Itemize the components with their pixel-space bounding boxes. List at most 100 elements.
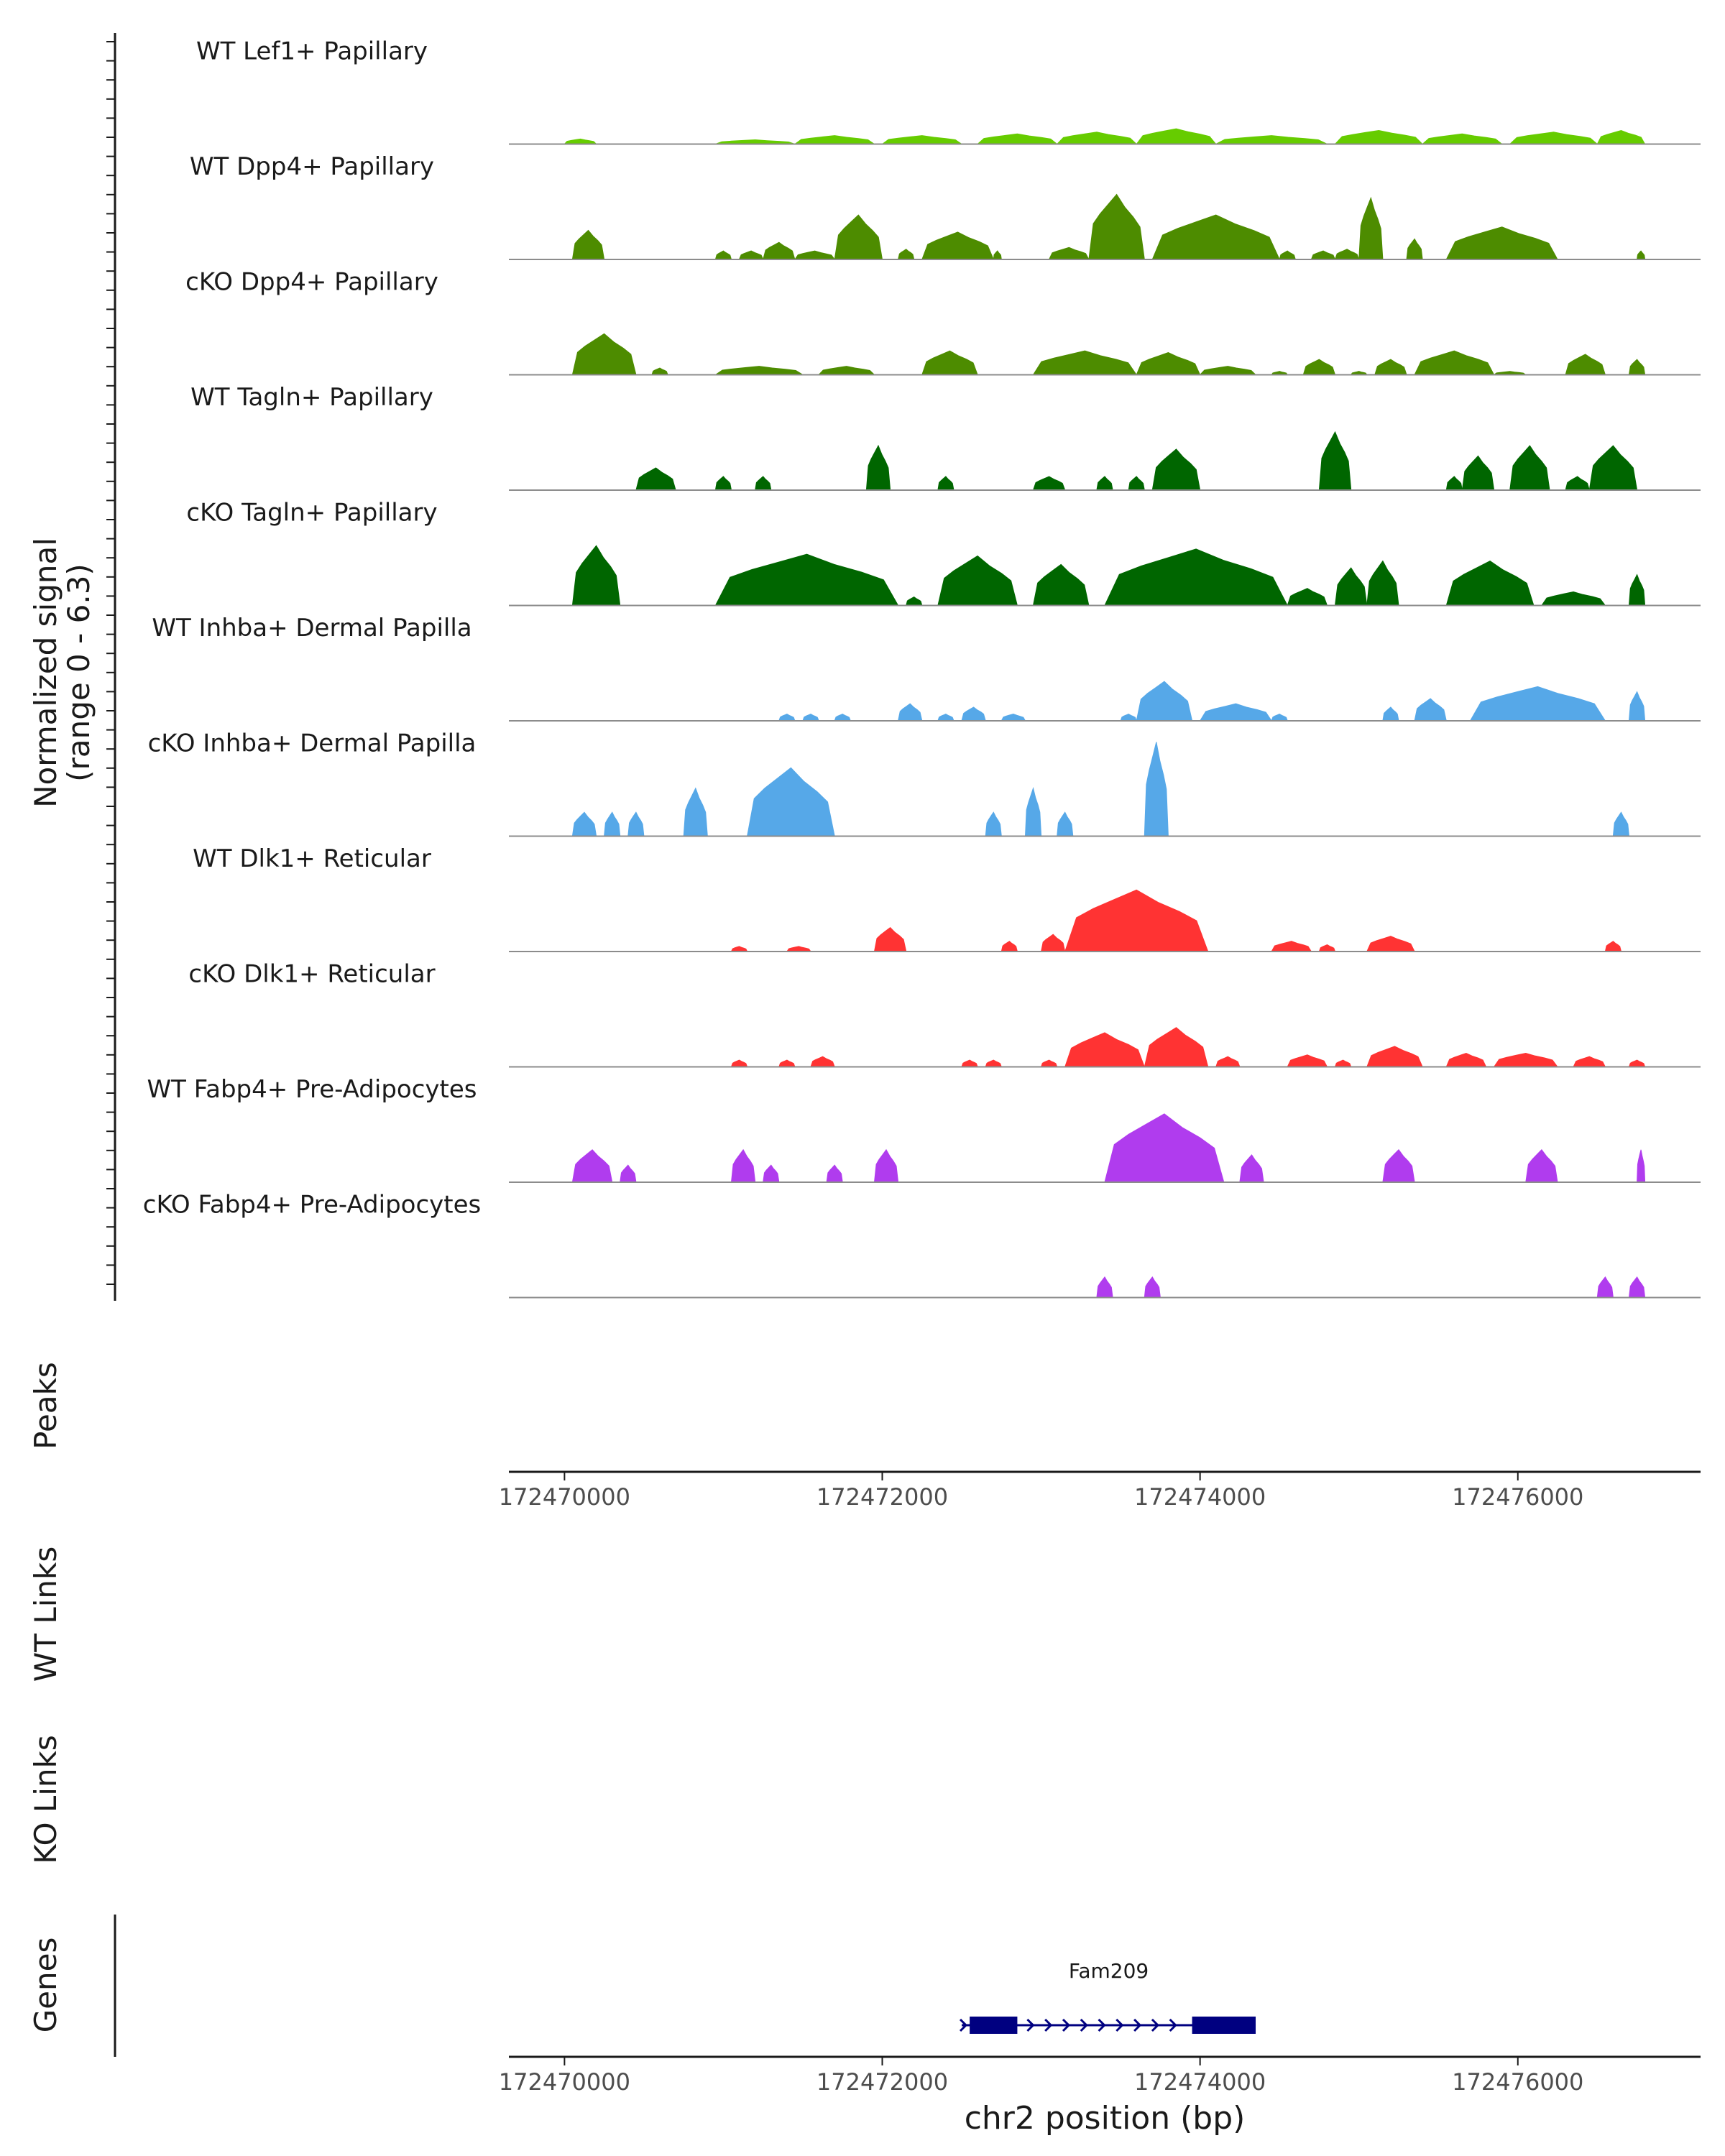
coverage-peak <box>1628 359 1646 375</box>
coverage-peak <box>1128 476 1145 491</box>
coverage-peak <box>1612 811 1630 837</box>
coverage-peak <box>834 713 852 722</box>
coverage-peak <box>715 139 796 144</box>
coverage-peak <box>794 250 836 260</box>
coverage-peak <box>1628 1059 1646 1067</box>
coverage-peak <box>1445 476 1463 491</box>
track-label: cKO Inhba+ Dermal Papilla <box>148 729 477 758</box>
strand-arrow <box>1133 2018 1142 2032</box>
coverage-peak <box>1271 713 1288 722</box>
coverage-peak <box>1032 563 1090 606</box>
x-tick-label: 172474000 <box>1134 1483 1266 1511</box>
coverage-peak <box>794 135 876 144</box>
coverage-peak <box>1000 713 1026 722</box>
strand-arrow <box>1044 2018 1053 2032</box>
coverage-peak <box>1414 698 1447 722</box>
coverage-peak <box>746 767 835 837</box>
coverage-peak <box>1445 226 1558 260</box>
peaks-x-axis: 172470000 172472000 172474000 172476000 <box>499 1472 1583 1511</box>
coverage-peak <box>1287 588 1328 606</box>
track-5: WT Inhba+ Dermal Papilla <box>152 614 1701 722</box>
track-label: cKO Dlk1+ Reticular <box>188 960 435 989</box>
coverage-peak <box>571 811 597 837</box>
coverage-peak <box>1445 1052 1487 1067</box>
coverage-peak <box>937 555 1018 606</box>
strand-arrow <box>959 2018 968 2032</box>
coverage-peak <box>1120 713 1137 722</box>
coverage-peak <box>1064 889 1209 952</box>
coverage-peak <box>1271 371 1289 375</box>
coverage-peak <box>1040 934 1066 952</box>
coverage-peak <box>1628 691 1646 722</box>
coverage-peak <box>714 553 899 606</box>
coverage-peak <box>1302 359 1336 375</box>
coverage-peak <box>985 1059 1003 1067</box>
coverage-peak <box>1540 591 1606 606</box>
coverage-peak <box>985 811 1002 837</box>
coverage-peak <box>1136 351 1201 375</box>
genes-x-axis: 172470000 172472000 172474000 172476000 <box>499 2057 1583 2096</box>
coverage-peak <box>1493 371 1527 375</box>
coverage-peak <box>1136 681 1193 722</box>
coverage-peak <box>1414 350 1495 375</box>
track-label: cKO Dpp4+ Papillary <box>185 268 438 297</box>
coverage-peak <box>1573 1056 1606 1067</box>
coverage-peak <box>1358 196 1384 260</box>
coverage-peak <box>834 214 883 260</box>
coverage-peak <box>620 1164 637 1183</box>
coverage-peak <box>1421 133 1504 144</box>
coverage-peak <box>1588 445 1638 491</box>
coverage-peak <box>714 250 732 260</box>
track-label: WT Dlk1+ Reticular <box>193 844 431 873</box>
coverage-peak <box>571 229 605 260</box>
coverage-peak <box>571 1149 613 1183</box>
x-tick-label: 172474000 <box>1134 2068 1266 2096</box>
coverage-peak <box>1239 1154 1264 1183</box>
coverage-peak <box>755 476 772 491</box>
coverage-peak <box>1096 1276 1113 1298</box>
coverage-peak <box>1048 247 1090 260</box>
coverage-peak <box>1151 214 1280 260</box>
ko-links-section-label: KO Links <box>28 1735 63 1864</box>
coverage-peak <box>1199 703 1273 722</box>
coverage-peak <box>651 367 668 375</box>
coverage-peak <box>993 250 1002 260</box>
strand-arrow <box>1169 2018 1177 2032</box>
coverage-peak <box>1096 476 1113 491</box>
peaks-section-label: Peaks <box>28 1362 63 1450</box>
signal-y-axis <box>106 33 116 1301</box>
coverage-peak <box>1334 567 1368 606</box>
coverage-peak <box>1637 1149 1646 1183</box>
coverage-peak <box>1057 811 1074 837</box>
gene-exon <box>1192 2017 1256 2034</box>
coverage-peak <box>1151 448 1201 491</box>
coverage-peak <box>921 231 995 260</box>
coverage-peak <box>1334 249 1360 260</box>
coverage-peak <box>1382 706 1399 722</box>
coverage-peak <box>1032 350 1138 375</box>
coverage-peak <box>1104 1113 1225 1183</box>
coverage-peak <box>1461 455 1495 491</box>
coverage-peak <box>1215 1056 1241 1067</box>
gene-exon <box>970 2017 1018 2034</box>
coverage-peak <box>1334 1059 1352 1067</box>
wt-links-section-label: WT Links <box>28 1547 63 1682</box>
coverage-peak <box>571 545 621 606</box>
coverage-tracks: WT Lef1+ Papillary WT Dpp4+ Papillary cKO … <box>143 37 1701 1299</box>
signal-y-axis-label-line2: (range 0 - 6.3) <box>61 563 96 782</box>
coverage-peak <box>1445 561 1535 606</box>
coverage-peak <box>1287 1054 1328 1067</box>
track-10: cKO Fabp4+ Pre-Adipocytes <box>143 1191 1701 1299</box>
coverage-peak <box>1637 250 1646 260</box>
coverage-peak <box>1350 371 1368 375</box>
track-1: WT Dpp4+ Papillary <box>190 152 1701 260</box>
coverage-peak <box>1509 132 1598 144</box>
strand-arrow <box>1098 2018 1106 2032</box>
coverage-peak <box>730 1059 748 1067</box>
coverage-peak <box>683 787 708 837</box>
coverage-peak <box>1493 1052 1558 1067</box>
track-4: cKO Tagln+ Papillary <box>186 499 1701 607</box>
coverage-peak <box>778 713 796 722</box>
coverage-peak <box>1088 193 1145 260</box>
